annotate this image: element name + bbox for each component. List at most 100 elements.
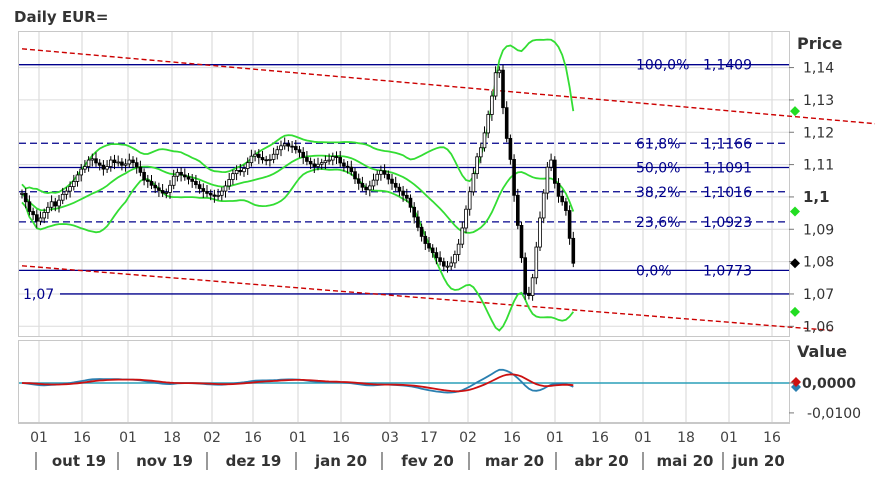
price-candles <box>20 64 576 301</box>
price-axis-title: Price <box>797 34 843 53</box>
candle-body <box>467 191 472 210</box>
month-label: jun 20 <box>731 452 785 470</box>
candle-body <box>142 171 146 181</box>
price-candle <box>393 176 398 192</box>
candle-body <box>27 201 32 212</box>
price-candle <box>545 162 550 200</box>
candle-body <box>441 261 446 267</box>
price-candle <box>105 160 109 174</box>
x-axis-month-labels: out 19 nov 19 dez 19 jan 20 fev 20 mar 20 abr … <box>35 452 785 470</box>
price-candle <box>301 147 305 164</box>
candle-body <box>512 159 516 196</box>
oscillator-red-line <box>21 373 574 393</box>
price-candle <box>234 165 239 181</box>
y-tick-label: 1,14 <box>803 61 834 77</box>
horizontal-gridlines <box>19 67 789 327</box>
candle-body <box>567 210 572 239</box>
price-candle <box>271 147 276 164</box>
price-candle <box>375 170 379 186</box>
price-candle <box>482 126 487 152</box>
support-label: 1,07 <box>23 287 54 303</box>
candle-body <box>404 194 409 199</box>
candle-body <box>23 192 28 203</box>
envelope-lower-marker <box>790 306 800 317</box>
price-candle <box>197 180 202 194</box>
price-candle <box>338 151 342 167</box>
price-candle <box>186 173 191 185</box>
fib-value-label: 1,0923 <box>703 215 752 231</box>
candle-body <box>397 186 402 192</box>
candle-body <box>175 171 180 177</box>
candle-body <box>123 163 128 166</box>
value-axis-title: Value <box>797 342 847 361</box>
candle-body <box>308 160 313 165</box>
price-candle <box>419 223 424 242</box>
price-candle <box>305 151 309 166</box>
price-candle <box>275 145 280 160</box>
price-candle <box>460 221 465 249</box>
candle-body <box>201 188 206 192</box>
x-tick-label: 01 <box>119 430 137 446</box>
candle-body <box>497 69 502 74</box>
oscillator-plot-frame <box>18 340 790 423</box>
candle-body <box>549 159 553 168</box>
candle-body <box>60 193 65 201</box>
candle-body <box>527 292 531 296</box>
candle-body <box>293 146 298 151</box>
candle-body <box>419 226 424 237</box>
candle-body <box>475 156 479 175</box>
price-candle <box>456 238 461 261</box>
price-candle <box>327 153 331 165</box>
price-candle <box>153 181 158 194</box>
candle-body <box>186 176 191 180</box>
candle-body <box>538 217 542 248</box>
price-candle <box>253 150 257 162</box>
fibonacci-lines <box>19 64 789 295</box>
candle-body <box>482 132 487 149</box>
price-candle <box>323 155 328 170</box>
candle-body <box>279 145 283 151</box>
price-candle <box>527 286 531 300</box>
month-label: dez 19 <box>226 452 282 470</box>
candle-body <box>564 201 568 211</box>
candle-body <box>290 145 294 148</box>
price-candle <box>453 250 457 269</box>
price-candle <box>445 260 450 273</box>
x-tick-label: 17 <box>420 430 438 446</box>
axis-markers <box>790 106 801 392</box>
candle-body <box>312 163 317 167</box>
candle-body <box>231 173 235 180</box>
candle-body <box>460 227 465 245</box>
price-candle <box>264 155 268 166</box>
price-candle <box>138 160 143 177</box>
price-candle <box>245 157 250 175</box>
candle-body <box>416 216 420 228</box>
price-candle <box>490 90 494 121</box>
candle-body <box>438 257 442 263</box>
price-candle <box>308 157 313 170</box>
price-candle <box>464 205 468 234</box>
price-candle <box>46 202 50 219</box>
candle-body <box>434 252 439 259</box>
price-candle <box>231 169 235 185</box>
price-candle <box>297 145 302 158</box>
price-candle <box>404 188 409 203</box>
price-candle <box>330 152 335 166</box>
price-candle <box>205 184 209 198</box>
price-candle <box>312 158 317 174</box>
fib-value-label: 1,1016 <box>703 185 752 201</box>
candle-body <box>245 162 250 169</box>
price-candle <box>504 101 509 143</box>
price-candle <box>516 188 520 230</box>
price-candle <box>94 152 98 167</box>
candle-body <box>253 153 257 157</box>
price-candle <box>534 241 539 285</box>
price-candle <box>319 158 324 170</box>
fib-percent-label: 23,6% <box>636 215 680 231</box>
candle-body <box>116 161 121 164</box>
x-tick-label: 16 <box>503 430 521 446</box>
price-candle <box>219 187 224 201</box>
month-label: jan 20 <box>314 452 367 470</box>
price-candle <box>60 187 65 205</box>
price-candle <box>179 167 183 182</box>
